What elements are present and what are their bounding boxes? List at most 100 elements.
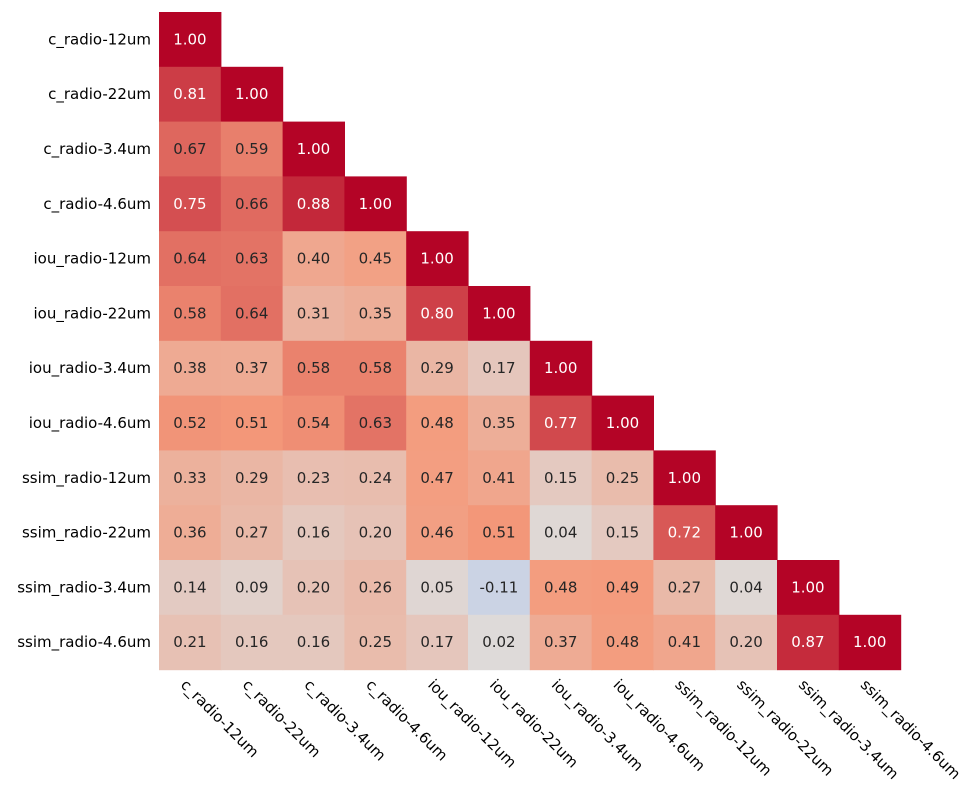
row-labels: c_radio-12um c_radio-22um c_radio-3.4um c_r… — [17, 30, 151, 652]
cell-value-label: 0.16 — [297, 524, 330, 542]
heatmap-cell — [159, 12, 222, 68]
cell-value-label: 0.77 — [544, 414, 577, 432]
cell-value-label: 0.51 — [482, 524, 515, 542]
cell-value-label: 0.72 — [668, 524, 701, 542]
cell-value-label: 0.16 — [235, 633, 268, 651]
cell-value-label: 0.04 — [729, 578, 762, 596]
heatmap-cells: 1.00 0.81 1.00 0.67 0.59 1.00 0.75 0.66 0.88 1.00… — [159, 12, 902, 671]
cell-value-label: 0.31 — [297, 304, 330, 322]
cell-value-label: 0.46 — [420, 524, 453, 542]
cell-value-label: 0.67 — [173, 140, 206, 158]
cell-value-label: 0.14 — [173, 578, 206, 596]
heatmap-cell — [406, 231, 469, 287]
heatmap-cell — [529, 505, 593, 561]
cell-value-label: 0.75 — [173, 195, 206, 213]
heatmap-cell — [159, 121, 222, 177]
row-tick-label: c_radio-12um — [48, 30, 151, 49]
cell-value-label: 0.25 — [359, 633, 392, 651]
cell-value-label: 0.35 — [482, 414, 515, 432]
cell-value-label: 1.00 — [359, 195, 392, 213]
cell-value-label: 0.38 — [173, 359, 206, 377]
heatmap-cell — [220, 560, 284, 616]
heatmap-cell — [591, 614, 654, 671]
cell-value-label: 0.17 — [482, 359, 515, 377]
cell-value-label: 0.47 — [420, 469, 453, 487]
row-tick-label: c_radio-4.6um — [43, 195, 151, 214]
heatmap-cell — [715, 560, 778, 616]
heatmap-cell — [220, 614, 284, 671]
heatmap-cell — [406, 614, 469, 671]
heatmap-cell — [344, 395, 407, 451]
cell-value-label: 0.23 — [297, 469, 330, 487]
row-tick-label: iou_radio-12um — [34, 250, 151, 269]
cell-value-label: 0.27 — [668, 578, 701, 596]
cell-value-label: 0.45 — [359, 250, 392, 268]
row-tick-label: ssim_radio-4.6um — [17, 633, 151, 652]
row-tick-label: ssim_radio-22um — [22, 524, 151, 543]
cell-value-label: 0.15 — [606, 524, 639, 542]
heatmap-cell — [220, 286, 284, 342]
heatmap-cell — [282, 505, 345, 561]
cell-value-label: 0.16 — [297, 633, 330, 651]
cell-value-label: 0.63 — [235, 250, 268, 268]
heatmap-cell — [468, 505, 531, 561]
heatmap-cell — [344, 231, 407, 287]
cell-value-label: 0.37 — [235, 359, 268, 377]
cell-value-label: 0.64 — [235, 304, 268, 322]
cell-value-label: 0.40 — [297, 250, 330, 268]
heatmap-cell — [838, 614, 902, 671]
cell-value-label: 0.87 — [791, 633, 824, 651]
cell-value-label: 0.80 — [420, 304, 453, 322]
heatmap-cell — [591, 505, 654, 561]
heatmap-cell — [529, 395, 593, 451]
cell-value-label: 0.33 — [173, 469, 206, 487]
heatmap-cell — [653, 505, 716, 561]
cell-value-label: 0.04 — [544, 524, 577, 542]
heatmap-cell — [282, 395, 345, 451]
heatmap-cell — [220, 505, 284, 561]
row-tick-label: ssim_radio-12um — [22, 469, 151, 488]
heatmap-cell — [468, 614, 531, 671]
cell-value-label: 0.20 — [729, 633, 762, 651]
row-tick-label: iou_radio-22um — [34, 304, 151, 323]
cell-value-label: 0.36 — [173, 524, 206, 542]
cell-value-label: 1.00 — [729, 524, 762, 542]
heatmap-cell — [159, 340, 222, 397]
heatmap-cell — [282, 176, 345, 232]
cell-value-label: 0.59 — [235, 140, 268, 158]
cell-value-label: 0.52 — [173, 414, 206, 432]
heatmap-cell — [282, 231, 345, 287]
heatmap-cell — [529, 450, 593, 506]
heatmap-cell — [282, 286, 345, 342]
cell-value-label: 0.63 — [359, 414, 392, 432]
heatmap-cell — [159, 560, 222, 616]
heatmap-cell — [406, 286, 469, 342]
heatmap-cell — [529, 614, 593, 671]
heatmap-cell — [406, 450, 469, 506]
heatmap-cell — [344, 560, 407, 616]
heatmap-cell — [591, 560, 654, 616]
heatmap-cell — [282, 560, 345, 616]
cell-value-label: 0.26 — [359, 578, 392, 596]
cell-value-label: 0.58 — [359, 359, 392, 377]
heatmap-cell — [282, 121, 345, 177]
heatmap-cell — [406, 395, 469, 451]
heatmap-cell — [715, 505, 778, 561]
cell-value-label: 1.00 — [544, 359, 577, 377]
heatmap-cell — [468, 340, 531, 397]
cell-value-label: 1.00 — [668, 469, 701, 487]
heatmap-cell — [591, 395, 654, 451]
heatmap-cell — [159, 505, 222, 561]
cell-value-label: 0.29 — [420, 359, 453, 377]
row-tick-label: iou_radio-4.6um — [29, 414, 151, 433]
cell-value-label: 0.17 — [420, 633, 453, 651]
cell-value-label: 0.41 — [482, 469, 515, 487]
heatmap-cell — [220, 66, 284, 123]
cell-value-label: 0.05 — [420, 578, 453, 596]
heatmap-cell — [468, 395, 531, 451]
cell-value-label: 1.00 — [791, 578, 824, 596]
heatmap-cell — [220, 121, 284, 177]
heatmap-cell — [159, 176, 222, 232]
heatmap-cell — [159, 450, 222, 506]
